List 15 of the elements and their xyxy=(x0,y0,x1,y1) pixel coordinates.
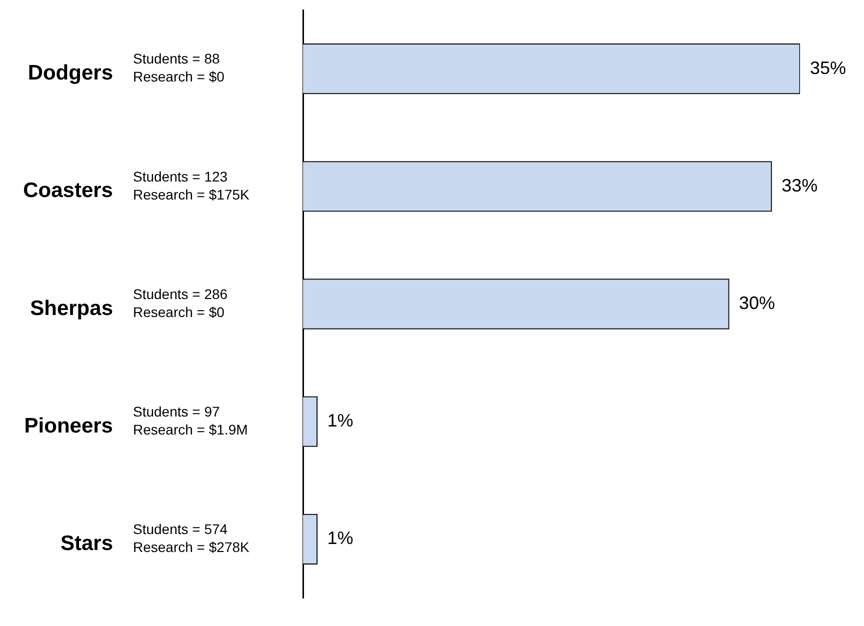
data-label: 1% xyxy=(327,528,354,548)
y-tick-label: Dodgers xyxy=(28,62,113,85)
y-tick-label: Pioneers xyxy=(24,414,113,438)
y-tick-label: Stars xyxy=(60,532,113,555)
y-tick-label: Coasters xyxy=(23,179,113,202)
data-label: 30% xyxy=(739,292,776,313)
data-label: 1% xyxy=(327,410,354,431)
data-label: 33% xyxy=(782,175,818,196)
text: Students = 123 Research = $175K xyxy=(133,168,250,202)
data-label: 35% xyxy=(810,58,846,78)
text: Students = 88 Research = $0 xyxy=(133,50,225,85)
text: Students = 574 Research = $278K xyxy=(133,521,250,556)
text: Students = 286 Research = $0 xyxy=(133,286,228,320)
y-tick-label: Sherpas xyxy=(30,296,113,320)
text: Students = 97 Research = $1.9M xyxy=(133,403,248,438)
